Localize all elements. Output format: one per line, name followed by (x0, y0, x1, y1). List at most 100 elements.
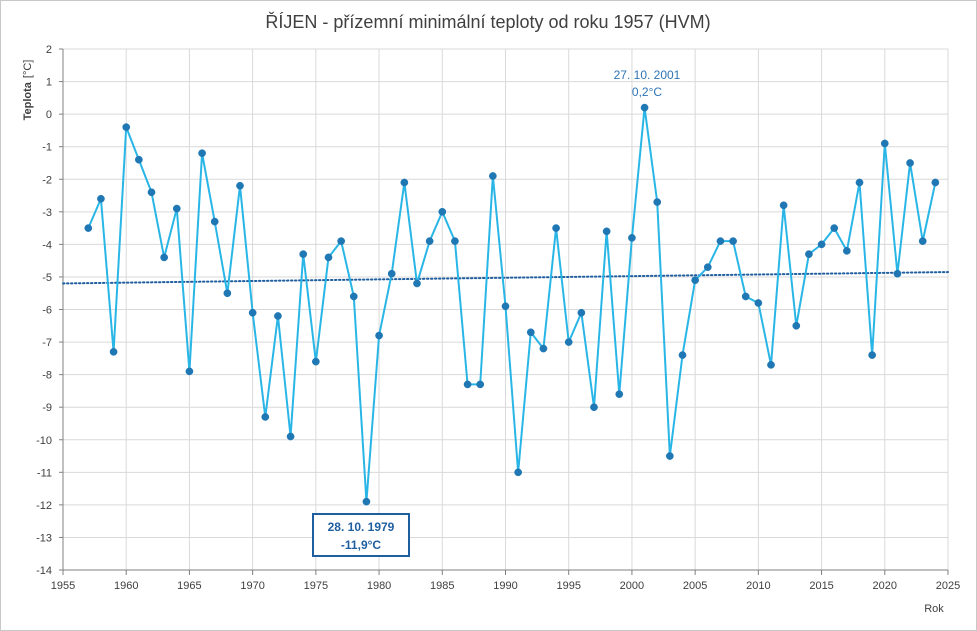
data-point (830, 224, 839, 232)
y-tick-label: -14 (36, 565, 52, 577)
data-point (779, 201, 788, 210)
data-point (198, 149, 206, 158)
data-point (729, 237, 737, 245)
data-point (792, 321, 801, 330)
x-axis-title: Rok (924, 603, 944, 615)
data-point (640, 103, 649, 112)
data-point (703, 263, 712, 272)
data-point (918, 237, 927, 245)
data-point (160, 253, 168, 262)
x-tick-label: 1980 (367, 580, 391, 592)
data-point (109, 347, 118, 356)
data-point (691, 276, 699, 285)
data-point (349, 292, 358, 301)
x-tick-label: 2000 (620, 580, 644, 592)
data-point (387, 269, 396, 278)
data-point (880, 139, 889, 148)
y-tick-label: 2 (46, 44, 52, 56)
data-point (893, 269, 902, 278)
data-point (375, 331, 383, 340)
y-tick-label: -5 (42, 272, 52, 284)
data-point (514, 468, 522, 477)
annotation-max-value: 0,2°C (632, 85, 662, 99)
y-tick-label: -4 (42, 239, 52, 251)
data-point (223, 289, 232, 298)
data-point (666, 452, 674, 460)
x-tick-label: 2015 (809, 580, 833, 592)
y-tick-label: -13 (36, 532, 52, 544)
data-point (97, 194, 105, 203)
data-point (451, 237, 459, 245)
data-point (185, 367, 194, 376)
y-tick-label: -1 (42, 142, 52, 154)
y-tick-label: -7 (42, 337, 52, 349)
x-tick-label: 1985 (430, 580, 454, 592)
data-point (210, 217, 219, 226)
data-point (868, 351, 876, 359)
data-point (653, 198, 662, 206)
data-point (501, 302, 510, 311)
annotation-min-date: 28. 10. 1979 (328, 520, 395, 534)
data-point (489, 172, 497, 180)
chart-annotations: 27. 10. 2001 0,2°C 28. 10. 1979 -11,9°C (312, 68, 681, 557)
data-point (147, 188, 156, 197)
x-tick-label: 1990 (493, 580, 517, 592)
data-point (526, 328, 535, 337)
data-point (855, 178, 864, 187)
data-point (931, 178, 940, 187)
data-point (438, 207, 447, 216)
data-point (425, 237, 434, 245)
x-tick-label: 1975 (304, 580, 328, 592)
data-point (754, 299, 763, 307)
data-point (286, 432, 295, 441)
x-tick-label: 1970 (240, 580, 264, 592)
x-tick-label: 1960 (114, 580, 138, 592)
x-tick-label: 2010 (746, 580, 770, 592)
y-tick-label: -6 (42, 305, 52, 317)
data-point (716, 237, 725, 245)
data-point (122, 123, 131, 132)
data-point (602, 227, 611, 236)
data-point (135, 155, 143, 164)
y-tick-label: -2 (42, 174, 52, 186)
data-point (299, 250, 308, 258)
y-axis-title-name: Teplota (22, 81, 34, 120)
data-point (906, 159, 914, 167)
data-point (805, 250, 813, 258)
y-tick-label: -9 (42, 402, 52, 414)
data-point (476, 380, 485, 389)
data-point (413, 279, 421, 288)
x-tick-label: 1965 (177, 580, 201, 592)
y-tick-label: -10 (36, 435, 52, 447)
data-point (248, 308, 257, 317)
data-point (463, 380, 472, 389)
data-point (564, 338, 573, 346)
annotation-min-box (312, 513, 410, 557)
chart-axes (59, 48, 949, 575)
series-temperature (84, 103, 940, 506)
trendline (62, 271, 949, 285)
x-tick-label: 2020 (873, 580, 897, 592)
y-tick-label: 0 (46, 109, 52, 121)
x-axis-ticks: 1955 1960 1965 1970 1975 1980 1985 1990 1995 2000… (51, 580, 960, 592)
trendline-line (62, 271, 949, 285)
x-tick-label: 2025 (936, 580, 960, 592)
data-point (817, 240, 826, 249)
data-point (767, 361, 775, 369)
data-point (312, 357, 320, 366)
data-point (337, 237, 345, 245)
y-axis-title-unit: [°C] (22, 60, 34, 78)
chart-title: ŘÍJEN - přízemní minimální teploty od ro… (265, 12, 710, 32)
data-point (84, 224, 93, 232)
data-point (552, 224, 560, 232)
data-point (400, 178, 409, 187)
y-tick-label: -11 (37, 467, 52, 479)
x-tick-label: 1995 (556, 580, 580, 592)
data-point (324, 253, 333, 262)
y-tick-label: 1 (46, 77, 52, 89)
data-point (741, 292, 750, 301)
data-point (577, 308, 586, 317)
data-point (261, 413, 270, 421)
